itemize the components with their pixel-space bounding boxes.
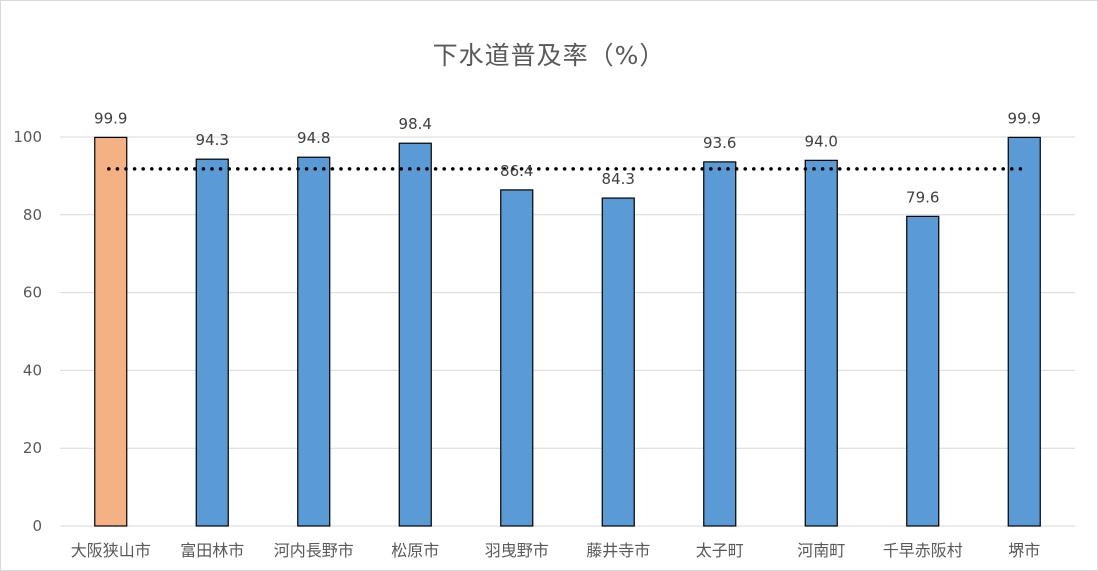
category-label: 大阪狭山市 xyxy=(71,541,151,560)
bar xyxy=(195,158,229,527)
bar xyxy=(500,189,534,527)
category-label: 堺市 xyxy=(1008,541,1040,560)
data-label: 93.6 xyxy=(703,134,736,152)
bar xyxy=(297,156,331,527)
category-label: 河南町 xyxy=(797,541,845,560)
bar xyxy=(601,197,635,527)
data-label: 98.4 xyxy=(399,115,432,133)
bar xyxy=(398,142,432,527)
bar xyxy=(94,136,128,527)
data-label: 94.8 xyxy=(297,129,330,147)
data-label: 94.3 xyxy=(196,131,229,149)
data-label: 84.3 xyxy=(602,170,635,188)
data-label: 79.6 xyxy=(906,188,939,206)
bar xyxy=(804,159,838,527)
y-tick-label: 60 xyxy=(23,284,42,302)
y-tick-label: 80 xyxy=(23,206,42,224)
data-label: 99.9 xyxy=(94,109,127,127)
bar xyxy=(906,215,940,527)
data-label: 99.9 xyxy=(1008,109,1041,127)
category-label: 富田林市 xyxy=(180,541,244,560)
category-label: 千早赤阪村 xyxy=(883,541,963,560)
category-label: 河内長野市 xyxy=(274,541,354,560)
category-label: 藤井寺市 xyxy=(586,541,650,560)
category-label: 太子町 xyxy=(696,541,744,560)
bar xyxy=(703,161,737,527)
y-tick-label: 20 xyxy=(23,439,42,457)
data-label: 86.4 xyxy=(500,162,533,180)
chart-title: 下水道普及率（%） xyxy=(432,41,666,70)
category-label: 羽曳野市 xyxy=(485,541,549,560)
data-label: 94.0 xyxy=(805,132,838,150)
y-tick-label: 100 xyxy=(13,128,42,146)
category-label: 松原市 xyxy=(391,541,439,560)
bar xyxy=(1007,136,1041,527)
y-tick-label: 0 xyxy=(32,517,42,535)
y-tick-label: 40 xyxy=(23,361,42,379)
